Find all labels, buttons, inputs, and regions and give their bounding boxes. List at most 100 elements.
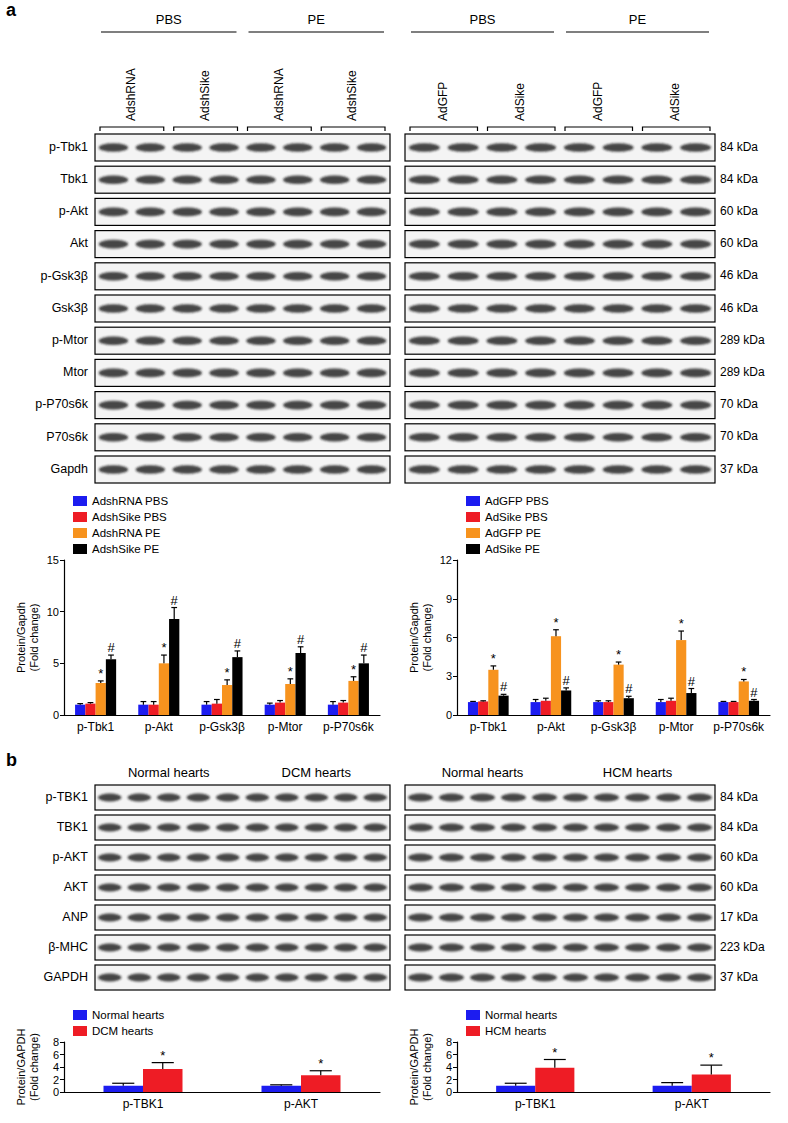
svg-text:AdshRNA PE: AdshRNA PE bbox=[92, 527, 161, 539]
svg-text:3: 3 bbox=[446, 670, 452, 682]
svg-text:p-P70s6k: p-P70s6k bbox=[35, 397, 89, 411]
svg-text:TBK1: TBK1 bbox=[57, 820, 88, 834]
svg-text:p-TBK1: p-TBK1 bbox=[46, 790, 88, 804]
svg-text:0: 0 bbox=[446, 1086, 452, 1098]
svg-text:p-AKT: p-AKT bbox=[675, 1097, 710, 1111]
svg-text:#: # bbox=[297, 632, 305, 647]
svg-text:15: 15 bbox=[47, 554, 59, 566]
svg-text:*: * bbox=[318, 1056, 323, 1071]
svg-text:p-Akt: p-Akt bbox=[59, 204, 89, 218]
svg-text:Protein/Gapdh: Protein/Gapdh bbox=[15, 602, 27, 673]
svg-text:#: # bbox=[171, 593, 179, 608]
svg-text:#: # bbox=[360, 640, 368, 655]
svg-text:(Fold change): (Fold change) bbox=[421, 604, 433, 672]
svg-text:p-Mtor: p-Mtor bbox=[659, 720, 694, 734]
svg-text:37 kDa: 37 kDa bbox=[720, 970, 758, 984]
svg-text:*: * bbox=[98, 666, 103, 681]
svg-text:#: # bbox=[688, 674, 696, 689]
svg-text:4: 4 bbox=[53, 1061, 59, 1073]
svg-text:ANP: ANP bbox=[62, 910, 88, 924]
svg-text:#: # bbox=[625, 681, 633, 696]
svg-text:p-Gsk3β: p-Gsk3β bbox=[41, 269, 88, 283]
svg-text:46 kDa: 46 kDa bbox=[720, 301, 758, 315]
svg-text:6: 6 bbox=[446, 1049, 452, 1061]
svg-text:*: * bbox=[741, 664, 746, 679]
svg-text:60 kDa: 60 kDa bbox=[720, 880, 758, 894]
svg-text:p-P70s6k: p-P70s6k bbox=[713, 720, 765, 734]
svg-text:DCM hearts: DCM hearts bbox=[92, 1025, 154, 1037]
svg-text:GAPDH: GAPDH bbox=[44, 970, 88, 984]
svg-text:AdSike PE: AdSike PE bbox=[485, 543, 540, 555]
svg-text:P70s6k: P70s6k bbox=[46, 430, 88, 444]
svg-text:(Fold change): (Fold change) bbox=[421, 1033, 433, 1101]
svg-text:p-Gsk3β: p-Gsk3β bbox=[199, 720, 245, 734]
svg-text:AdGFP PE: AdGFP PE bbox=[485, 527, 541, 539]
svg-text:223 kDa: 223 kDa bbox=[720, 940, 765, 954]
svg-text:Gapdh: Gapdh bbox=[50, 462, 88, 476]
svg-text:p-AKT: p-AKT bbox=[284, 1097, 319, 1111]
svg-text:#: # bbox=[107, 640, 115, 655]
svg-text:289 kDa: 289 kDa bbox=[720, 333, 765, 347]
svg-text:Akt: Akt bbox=[70, 236, 89, 250]
svg-text:60 kDa: 60 kDa bbox=[720, 204, 758, 218]
svg-text:*: * bbox=[288, 664, 293, 679]
svg-text:0: 0 bbox=[446, 709, 452, 721]
svg-text:AdshRNA: AdshRNA bbox=[272, 68, 286, 121]
svg-text:*: * bbox=[161, 640, 166, 655]
svg-text:(Fold change): (Fold change) bbox=[28, 1033, 40, 1101]
svg-text:0: 0 bbox=[53, 1086, 59, 1098]
svg-text:84 kDa: 84 kDa bbox=[720, 140, 758, 154]
svg-text:AKT: AKT bbox=[64, 880, 89, 894]
svg-text:Protein/GAPDH: Protein/GAPDH bbox=[408, 1028, 420, 1105]
svg-text:*: * bbox=[491, 651, 496, 666]
svg-text:*: * bbox=[552, 1045, 557, 1060]
svg-text:p-P70s6k: p-P70s6k bbox=[323, 720, 375, 734]
svg-text:289 kDa: 289 kDa bbox=[720, 365, 765, 379]
svg-text:4: 4 bbox=[446, 1061, 452, 1073]
svg-text:Protein/GAPDH: Protein/GAPDH bbox=[15, 1028, 27, 1105]
svg-text:HCM hearts: HCM hearts bbox=[485, 1025, 547, 1037]
svg-text:0: 0 bbox=[53, 709, 59, 721]
svg-text:p-Tbk1: p-Tbk1 bbox=[49, 140, 88, 154]
svg-text:Mtor: Mtor bbox=[63, 365, 88, 379]
svg-text:12: 12 bbox=[440, 554, 452, 566]
svg-text:8: 8 bbox=[446, 1036, 452, 1048]
svg-text:p-Akt: p-Akt bbox=[145, 720, 174, 734]
svg-text:5: 5 bbox=[53, 657, 59, 669]
svg-text:p-Tbk1: p-Tbk1 bbox=[470, 720, 508, 734]
svg-text:2: 2 bbox=[446, 1074, 452, 1086]
svg-text:9: 9 bbox=[446, 593, 452, 605]
svg-text:AdGFP: AdGFP bbox=[436, 82, 450, 121]
svg-text:AdshSike: AdshSike bbox=[198, 70, 212, 121]
svg-text:70 kDa: 70 kDa bbox=[720, 429, 758, 443]
svg-text:*: * bbox=[160, 1048, 165, 1063]
svg-text:AdSike PBS: AdSike PBS bbox=[485, 511, 548, 523]
svg-text:p-Tbk1: p-Tbk1 bbox=[77, 720, 115, 734]
svg-text:p-AKT: p-AKT bbox=[53, 850, 89, 864]
svg-text:2: 2 bbox=[53, 1074, 59, 1086]
svg-text:AdSike: AdSike bbox=[513, 83, 527, 121]
svg-text:PBS: PBS bbox=[469, 12, 495, 27]
svg-text:p-Mtor: p-Mtor bbox=[52, 333, 88, 347]
svg-text:AdSike: AdSike bbox=[668, 83, 682, 121]
svg-text:p-Akt: p-Akt bbox=[537, 720, 566, 734]
svg-text:AdshSike PBS: AdshSike PBS bbox=[92, 511, 167, 523]
svg-text:AdshRNA PBS: AdshRNA PBS bbox=[92, 495, 168, 507]
svg-text:37 kDa: 37 kDa bbox=[720, 462, 758, 476]
svg-text:a: a bbox=[6, 0, 17, 20]
svg-text:17 kDa: 17 kDa bbox=[720, 910, 758, 924]
svg-text:Normal hearts: Normal hearts bbox=[92, 1009, 164, 1021]
svg-text:AdshSike: AdshSike bbox=[345, 70, 359, 121]
svg-text:β-MHC: β-MHC bbox=[48, 940, 88, 954]
svg-text:84 kDa: 84 kDa bbox=[720, 820, 758, 834]
svg-text:10: 10 bbox=[47, 606, 59, 618]
svg-text:Protein/Gapdh: Protein/Gapdh bbox=[408, 602, 420, 673]
svg-text:60 kDa: 60 kDa bbox=[720, 236, 758, 250]
svg-text:84 kDa: 84 kDa bbox=[720, 790, 758, 804]
svg-text:60 kDa: 60 kDa bbox=[720, 850, 758, 864]
svg-text:#: # bbox=[750, 685, 758, 700]
svg-text:p-TBK1: p-TBK1 bbox=[515, 1097, 556, 1111]
svg-text:84 kDa: 84 kDa bbox=[720, 172, 758, 186]
svg-text:*: * bbox=[679, 616, 684, 631]
svg-text:*: * bbox=[709, 1050, 714, 1065]
